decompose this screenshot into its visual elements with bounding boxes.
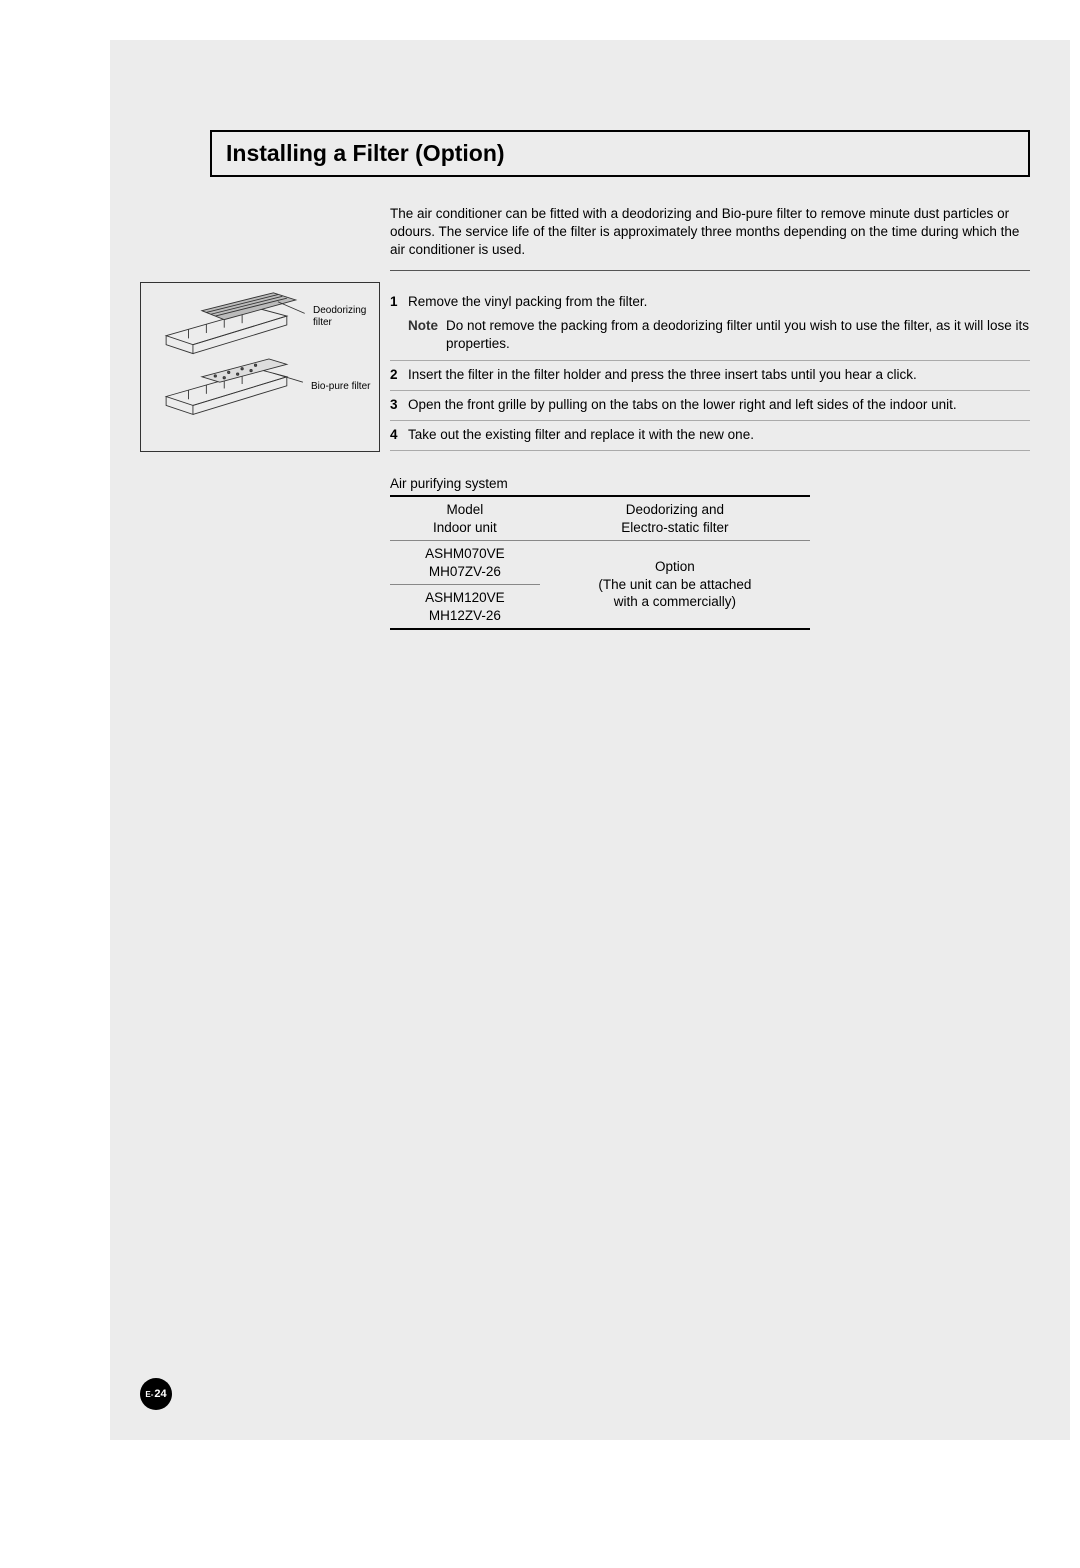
text: (The unit can be attached (598, 577, 751, 592)
text: ASHM070VE (425, 546, 505, 561)
steps-list: 1 Remove the vinyl packing from the filt… (390, 288, 1030, 451)
note-label: Note (390, 317, 446, 335)
step-number: 3 (390, 396, 408, 414)
text: MH07ZV-26 (429, 564, 501, 579)
text: Indoor unit (433, 520, 497, 535)
aps-option-cell: Option (The unit can be attached with a … (540, 541, 810, 630)
intro-paragraph: The air conditioner can be fitted with a… (390, 205, 1030, 271)
aps-model-cell: ASHM120VE MH12ZV-26 (390, 585, 540, 630)
step-text: Take out the existing filter and replace… (408, 426, 1030, 444)
manual-page: Installing a Filter (Option) (110, 40, 1070, 1440)
page-prefix: E- (145, 1390, 153, 1399)
text: ASHM120VE (425, 590, 505, 605)
page-number-badge: E-24 (140, 1378, 172, 1410)
step-text: Insert the filter in the filter holder a… (408, 366, 1030, 384)
text: with a commercially) (614, 594, 736, 609)
step-text: Open the front grille by pulling on the … (408, 396, 1030, 414)
aps-header-left: Model Indoor unit (390, 496, 540, 541)
illus-label-biopure: Bio-pure filter (311, 381, 371, 393)
step-number: 2 (390, 366, 408, 384)
step-text: Remove the vinyl packing from the filter… (408, 293, 1030, 311)
aps-title: Air purifying system (390, 476, 810, 495)
page-number: 24 (154, 1388, 166, 1400)
step-row: 4 Take out the existing filter and repla… (390, 421, 1030, 451)
section-title-box: Installing a Filter (Option) (210, 130, 1030, 177)
text: Electro-static filter (621, 520, 728, 535)
text: Model (447, 502, 484, 517)
aps-header-right: Deodorizing and Electro-static filter (540, 496, 810, 541)
air-purifying-section: Air purifying system Model Indoor unit D… (390, 476, 810, 630)
note-text: Do not remove the packing from a deodori… (446, 317, 1030, 353)
step-number: 4 (390, 426, 408, 444)
note-row: Note Do not remove the packing from a de… (390, 313, 1030, 360)
aps-table: Model Indoor unit Deodorizing and Electr… (390, 495, 810, 630)
aps-model-cell: ASHM070VE MH07ZV-26 (390, 541, 540, 585)
text: MH12ZV-26 (429, 608, 501, 623)
step-row: 3 Open the front grille by pulling on th… (390, 391, 1030, 421)
step-number: 1 (390, 293, 408, 311)
illus-label-deodorizing: Deodorizing filter (313, 305, 373, 329)
step-row: 2 Insert the filter in the filter holder… (390, 361, 1030, 391)
filter-illustration: Deodorizing filter Bio-pure filter (140, 282, 380, 452)
step-row: 1 Remove the vinyl packing from the filt… (390, 288, 1030, 313)
text: Option (655, 559, 695, 574)
section-title: Installing a Filter (Option) (226, 140, 1014, 167)
text: Deodorizing and (626, 502, 724, 517)
